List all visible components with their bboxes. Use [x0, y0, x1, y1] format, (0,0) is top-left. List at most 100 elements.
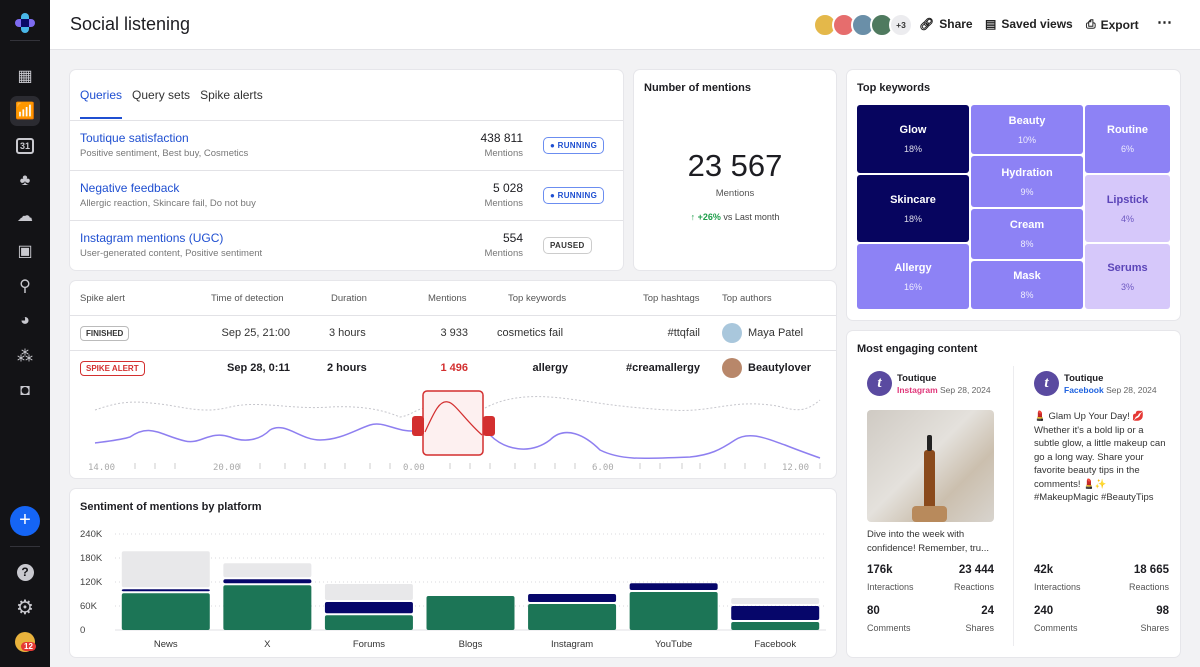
keyword-percent: 18% — [903, 213, 922, 224]
keyword-tile[interactable]: Mask 8% — [971, 261, 1083, 309]
spike-selection-window[interactable] — [422, 390, 484, 456]
bar-segment[interactable] — [223, 563, 312, 578]
keyword-percent: 18% — [903, 144, 922, 154]
add-button[interactable]: + — [10, 506, 40, 536]
drag-handle-right[interactable] — [483, 416, 495, 436]
post-text: 💄 Glam Up Your Day! 💋 Whether it's a bol… — [1034, 411, 1166, 503]
keyword-tile[interactable]: Lipstick 4% — [1085, 175, 1170, 242]
table-row[interactable]: SPIKE ALERT Sep 28, 0:11 2 hours 1 496 a… — [70, 350, 836, 385]
page-title: Social listening — [70, 14, 191, 34]
bot-icon[interactable]: ◘ — [20, 382, 30, 399]
shares-label: Shares — [965, 623, 994, 633]
query-row[interactable]: Toutique satisfaction Positive sentiment… — [70, 120, 623, 170]
bar-segment[interactable] — [324, 584, 413, 600]
query-name[interactable]: Negative feedback — [80, 181, 180, 195]
bar-segment[interactable] — [731, 622, 820, 630]
more-menu-button[interactable]: ⋯ — [1157, 14, 1172, 31]
export-icon: ⎙ — [1086, 17, 1096, 31]
settings-icon[interactable]: ⚙ — [16, 596, 34, 619]
bar-segment[interactable] — [121, 593, 210, 630]
keyword-percent: 9% — [1020, 186, 1034, 197]
tab-queries[interactable]: Queries — [80, 88, 123, 119]
bar-segment[interactable] — [528, 594, 617, 602]
keyword-label: Beauty — [1008, 114, 1046, 127]
drag-handle-left[interactable] — [412, 416, 424, 436]
keyword-label: Serums — [1107, 261, 1148, 274]
tab-spike-alerts[interactable]: Spike alerts — [200, 88, 263, 102]
sentiment-chart-card: Sentiment of mentions by platform 0 60K 12… — [70, 489, 836, 657]
bar-segment[interactable] — [426, 596, 515, 630]
shares-value: 24 — [981, 605, 994, 617]
keyword-percent: 8% — [1020, 239, 1034, 249]
brand-logo: t — [867, 371, 892, 396]
publish-icon[interactable]: ☁ — [17, 208, 33, 225]
user-avatar[interactable]: 12 — [15, 632, 36, 652]
post-image[interactable] — [867, 410, 994, 522]
bar-segment[interactable] — [223, 579, 312, 584]
analytics-icon[interactable]: 📶 — [10, 96, 40, 126]
query-row[interactable]: Instagram mentions (UGC) User-generated … — [70, 220, 623, 270]
audience-icon[interactable]: ♣ — [19, 172, 31, 189]
bar-segment[interactable] — [324, 615, 413, 630]
saved-views-button[interactable]: ▤ Saved views — [985, 17, 1073, 31]
author[interactable]: Beautylover — [748, 362, 811, 374]
query-name[interactable]: Instagram mentions (UGC) — [80, 231, 224, 245]
keyword-tile[interactable]: Routine 6% — [1085, 105, 1170, 173]
bar-segment[interactable] — [223, 585, 312, 630]
mentions-line — [94, 423, 821, 460]
tab-query-sets[interactable]: Query sets — [132, 88, 191, 102]
hashtag: #creamallergy — [626, 362, 700, 374]
reviews-icon[interactable]: ⁂ — [17, 348, 33, 365]
bar-segment[interactable] — [121, 589, 210, 592]
bar-segment[interactable] — [324, 602, 413, 614]
app-logo[interactable] — [15, 13, 35, 33]
query-row[interactable]: Negative feedback Allergic reaction, Ski… — [70, 170, 623, 220]
bar-segment[interactable] — [121, 551, 210, 588]
shares-label: Shares — [1140, 623, 1169, 633]
keyword-tile[interactable]: Serums 3% — [1085, 244, 1170, 309]
bar-segment[interactable] — [731, 606, 820, 620]
engaging-content-card: Most engaging content t Toutique Instagr… — [847, 331, 1180, 657]
export-button[interactable]: ⎙ Export — [1086, 17, 1139, 32]
keyword-tile[interactable]: Allergy 16% — [857, 244, 969, 309]
post-card[interactable]: t Toutique Instagram Sep 28, 2024 Dive i… — [867, 371, 1007, 651]
engagement-icon[interactable]: ◕ — [20, 312, 30, 329]
keyword-percent: 16% — [903, 281, 922, 292]
query-count-label: Mentions — [484, 248, 523, 259]
share-button[interactable]: 🔗︎ Share — [919, 17, 973, 31]
more-collaborators[interactable]: +3 — [889, 13, 913, 37]
help-icon[interactable]: ? — [10, 557, 40, 587]
keyword-tile[interactable]: Cream 8% — [971, 209, 1083, 259]
shares-value: 98 — [1156, 605, 1169, 617]
dashboard-icon[interactable]: ▦ — [17, 68, 33, 85]
bar-chart-svg: 0 60K 120K 180K 240K News X Forums Blogs Instagra… — [80, 529, 826, 650]
keyword-percent: 3% — [1120, 281, 1134, 292]
notification-badge: 12 — [21, 642, 36, 651]
keyword-tile[interactable]: Beauty 10% — [971, 105, 1083, 154]
keyword-tile[interactable]: Glow 18% — [857, 105, 969, 173]
table-row[interactable]: FINISHED Sep 25, 21:00 3 hours 3 933 cos… — [70, 315, 836, 350]
column-header: Mentions — [428, 293, 467, 304]
keyword-tile[interactable]: Hydration 9% — [971, 156, 1083, 207]
comments-value: 80 — [867, 605, 880, 617]
bar-segment[interactable] — [528, 604, 617, 630]
calendar-icon[interactable]: 31 — [10, 131, 40, 161]
bar-segment[interactable] — [629, 583, 718, 590]
interactions-value: 42k — [1034, 564, 1054, 576]
keyword-tile[interactable]: Skincare 18% — [857, 175, 969, 242]
x-tick-label: Blogs — [459, 639, 483, 650]
workflow-icon[interactable]: ⚲ — [19, 278, 31, 295]
author-avatar — [722, 323, 742, 343]
post-author: Toutique — [1064, 373, 1104, 384]
query-count: 438 811 — [480, 131, 524, 145]
author[interactable]: Maya Patel — [748, 327, 804, 339]
x-tick-label: 20.00 — [213, 463, 240, 473]
mentions: 1 496 — [440, 362, 468, 374]
keyword-label: Cream — [1009, 219, 1045, 231]
post-card[interactable]: t Toutique Facebook Sep 28, 2024 💄 Glam … — [1034, 371, 1174, 651]
bar-segment[interactable] — [629, 592, 718, 630]
query-name[interactable]: Toutique satisfaction — [80, 131, 189, 145]
media-icon[interactable]: ▣ — [17, 243, 33, 260]
bar-segment[interactable] — [731, 598, 820, 604]
column-header: Top hashtags — [643, 293, 700, 304]
